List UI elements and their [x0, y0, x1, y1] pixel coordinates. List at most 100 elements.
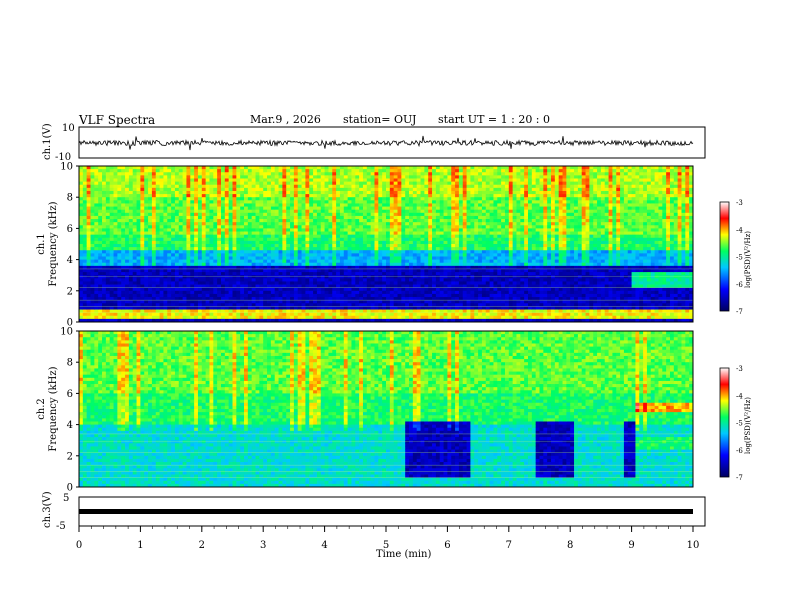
spectrogram-cell: [109, 200, 114, 204]
spectrogram-cell: [94, 300, 99, 304]
spectrogram-cell: [174, 184, 180, 189]
spectrogram-cell: [397, 256, 402, 260]
spectrogram-cell: [362, 197, 368, 201]
spectrogram-cell: [447, 166, 452, 170]
spectrogram-cell: [247, 184, 253, 189]
spectrogram-cell: [220, 222, 226, 226]
spectrogram-cell: [382, 268, 387, 273]
spectrogram-cell: [182, 181, 187, 186]
spectrogram-cell: [182, 231, 187, 236]
spectrogram-cell: [439, 290, 444, 295]
spectrogram-cell: [144, 297, 149, 301]
spectrogram-cell: [251, 237, 256, 242]
spectrogram-cell: [370, 203, 375, 207]
spectrogram-cell: [313, 228, 318, 232]
spectrogram-cell: [316, 318, 322, 323]
spectrogram-cell: [416, 200, 421, 204]
spectrogram-cell: [455, 215, 460, 220]
spectrogram-cell: [278, 262, 283, 267]
spectrogram-cell: [409, 303, 414, 307]
spectrogram-cell: [286, 309, 291, 314]
spectrogram-cell: [251, 190, 256, 195]
spectrogram-cell: [290, 203, 295, 207]
spectrogram-cell: [144, 209, 149, 214]
spectrogram-cell: [297, 315, 302, 320]
spectrogram-cell: [447, 284, 452, 289]
spectrogram-cell: [174, 318, 180, 323]
spectrogram-cell: [378, 275, 383, 279]
spectrogram-cell: [347, 225, 352, 229]
spectrogram-cell: [236, 240, 241, 245]
spectrogram-cell: [451, 312, 456, 317]
spectrogram-cell: [90, 197, 95, 201]
spectrogram-cell: [351, 278, 356, 282]
spectrogram-cell: [401, 203, 406, 207]
spectrogram-cell: [359, 187, 364, 192]
spectrogram-cell: [263, 315, 268, 320]
spectrogram-cell: [209, 166, 214, 170]
spectrogram-cell: [174, 215, 180, 220]
spectrogram-cell: [113, 303, 118, 307]
spectrogram-cell: [121, 187, 126, 192]
spectrogram-cell: [405, 253, 410, 257]
spectrogram-cell: [232, 290, 237, 295]
spectrogram-cell: [240, 225, 245, 229]
spectrogram-cell: [121, 237, 126, 242]
spectrogram-cell: [244, 268, 249, 273]
spectrogram-cell: [362, 259, 368, 264]
spectrogram-cell: [98, 212, 103, 217]
spectrogram-cell: [113, 166, 118, 170]
spectrogram-cell: [278, 190, 283, 195]
spectrogram-cell: [201, 190, 207, 195]
spectrogram-cell: [136, 272, 141, 276]
spectrogram-cell: [451, 265, 456, 270]
spectrogram-cell: [301, 256, 306, 260]
spectrogram-cell: [228, 297, 233, 301]
spectrogram-cell: [213, 275, 218, 279]
spectrogram-cell: [136, 312, 141, 317]
spectrogram-cell: [343, 240, 349, 245]
spectrogram-cell: [455, 290, 460, 295]
spectrogram-cell: [332, 203, 337, 207]
spectrogram-cell: [336, 256, 341, 260]
spectrogram-cell: [148, 318, 153, 323]
spectrogram-cell: [439, 281, 444, 285]
spectrogram-cell: [412, 228, 418, 232]
spectrogram-cell: [324, 215, 329, 220]
spectrogram-cell: [174, 259, 180, 264]
spectrogram-cell: [178, 225, 184, 229]
spectrogram-cell: [435, 187, 441, 192]
spectrogram-cell: [205, 265, 210, 270]
spectrogram-cell: [432, 194, 437, 198]
spectrogram-cell: [148, 172, 153, 176]
spectrogram-cell: [224, 297, 230, 301]
spectrogram-cell: [209, 175, 214, 179]
spectrogram-cell: [190, 284, 195, 289]
spectrogram-cell: [94, 312, 99, 317]
spectrogram-cell: [132, 212, 137, 217]
spectrogram-cell: [263, 300, 268, 304]
spectrogram-cell: [309, 253, 314, 257]
spectrogram-cell: [378, 297, 383, 301]
spectrogram-cell: [270, 200, 276, 204]
spectrogram-cell: [347, 293, 352, 298]
spectrogram-cell: [244, 272, 249, 276]
spectrogram-cell: [339, 219, 345, 223]
spectrogram-cell: [220, 206, 226, 211]
spectrogram-cell: [109, 228, 114, 232]
spectrogram-cell: [151, 293, 157, 298]
spectrogram-cell: [263, 247, 268, 251]
spectrogram-cell: [420, 284, 425, 289]
spectrogram-cell: [374, 178, 379, 182]
spectrogram-cell: [455, 228, 460, 232]
spectrogram-cell: [128, 181, 134, 186]
ch1-waveform-ylabel: ch.1(V): [42, 123, 53, 160]
spectrogram-cell: [412, 306, 418, 310]
spectrogram-cell: [90, 240, 95, 245]
spectrogram-cell: [336, 190, 341, 195]
spectrogram-cell: [313, 309, 318, 314]
spectrogram-cell: [209, 272, 214, 276]
spectrogram-cell: [144, 272, 149, 276]
spectrogram-cell: [209, 253, 214, 257]
spectrogram-cell: [313, 259, 318, 264]
